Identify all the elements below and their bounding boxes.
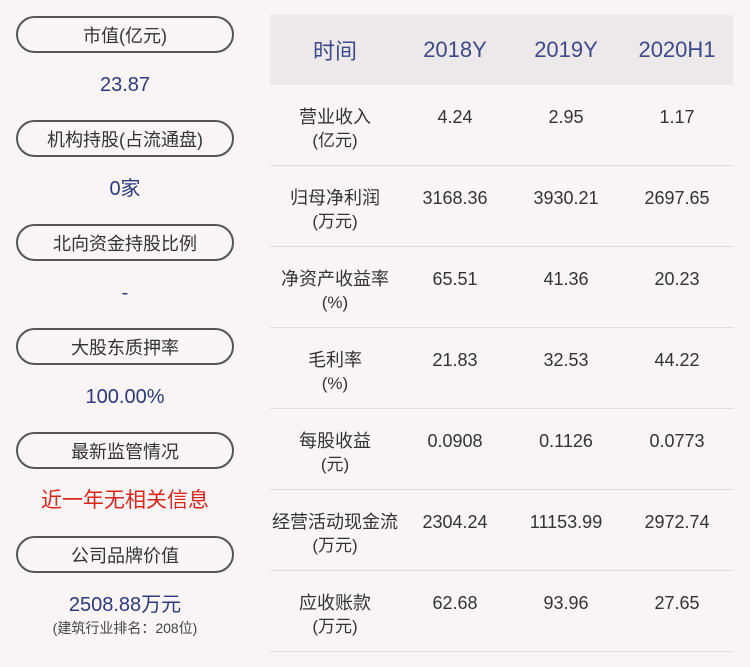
metric-label: 大股东质押率	[16, 328, 234, 365]
metric-value: -	[121, 282, 129, 304]
cell-value: 4.24	[437, 107, 473, 127]
row-label: 净资产收益率	[281, 269, 389, 289]
row-divider	[270, 246, 733, 247]
cell-value: 21.83	[432, 350, 478, 370]
row-label: (%)	[321, 374, 349, 393]
metric-label: 最新监管情况	[16, 432, 234, 469]
metric-value: 2508.88万元	[68, 594, 182, 616]
header-cell: 时间	[312, 39, 357, 64]
row-divider	[270, 651, 733, 652]
cell-value: 2.95	[548, 107, 584, 127]
cell-value: 32.53	[543, 350, 589, 370]
metric-value: 100.00%	[85, 386, 165, 408]
row-label: (万元)	[312, 617, 358, 636]
metric-value: 0家	[109, 178, 141, 200]
cell-value: 62.68	[432, 593, 478, 613]
cell-value: 11153.99	[529, 512, 603, 532]
cell-value: 20.23	[654, 269, 700, 289]
cell-value: 2697.65	[644, 188, 710, 208]
cell-value: 1.17	[659, 107, 695, 127]
row-divider	[270, 570, 733, 571]
header-cell: 2020H1	[638, 37, 716, 62]
cell-value: 2304.24	[422, 512, 488, 532]
row-divider	[270, 489, 733, 490]
metric-note: (建筑行业排名：208位)	[52, 620, 198, 636]
row-label: (亿元)	[312, 131, 358, 150]
metric-label: 市值(亿元)	[16, 16, 234, 53]
cell-value: 2972.74	[644, 512, 710, 532]
row-label: 应收账款	[299, 593, 371, 613]
metric-label: 机构持股(占流通盘)	[16, 120, 234, 157]
table-header	[270, 15, 733, 85]
row-label: 归母净利润	[290, 188, 380, 208]
metric-label: 北向资金持股比例	[16, 224, 234, 261]
row-label: 经营活动现金流	[272, 512, 398, 532]
metric-label: 公司品牌价值	[16, 536, 234, 573]
cell-value: 0.0908	[427, 431, 483, 451]
cell-value: 0.1126	[539, 431, 593, 451]
row-label: 营业收入	[299, 107, 371, 127]
cell-value: 41.36	[543, 269, 589, 289]
cell-value: 0.0773	[649, 431, 705, 451]
metric-value: 23.87	[99, 74, 151, 96]
row-divider	[270, 165, 733, 166]
row-label: (万元)	[312, 536, 358, 555]
header-cell: 2018Y	[423, 37, 487, 62]
row-label: (万元)	[312, 212, 358, 231]
row-label: 毛利率	[308, 350, 362, 370]
cell-value: 93.96	[543, 593, 589, 613]
row-label: (元)	[320, 455, 350, 474]
row-label: (%)	[321, 293, 349, 312]
row-label: 每股收益	[299, 431, 371, 451]
cell-value: 65.51	[432, 269, 478, 289]
cell-value: 44.22	[654, 350, 700, 370]
row-divider	[270, 408, 733, 409]
cell-value: 27.65	[654, 593, 700, 613]
cell-value: 3930.21	[533, 188, 599, 208]
row-divider	[270, 327, 733, 328]
cell-value: 3168.36	[422, 188, 488, 208]
metric-value: 近一年无相关信息	[41, 489, 209, 512]
header-cell: 2019Y	[534, 37, 598, 62]
